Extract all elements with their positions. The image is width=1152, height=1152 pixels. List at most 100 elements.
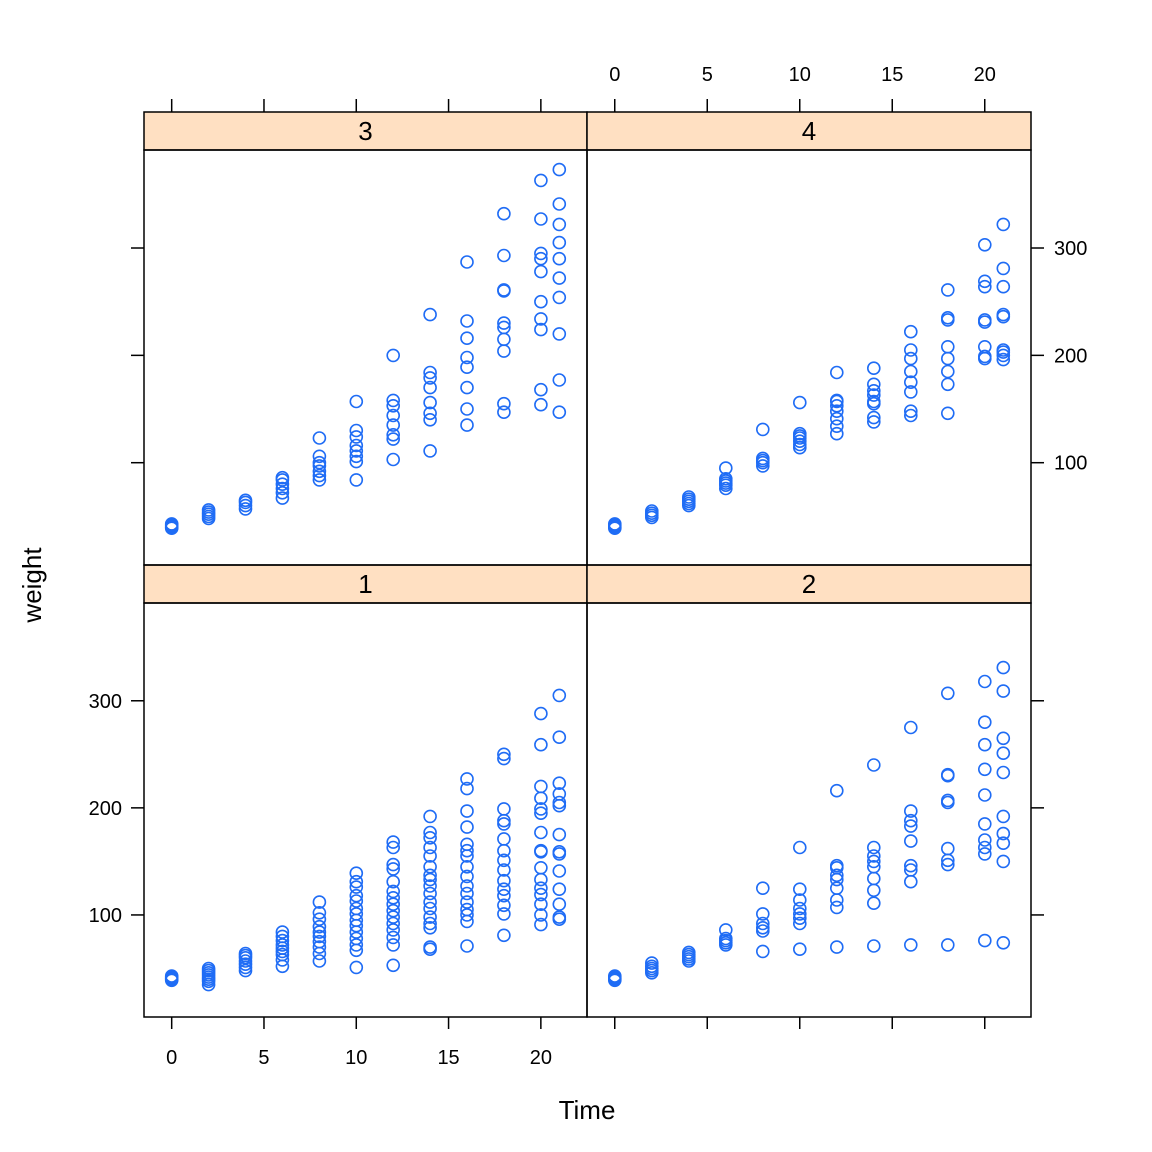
data-point xyxy=(996,731,1011,746)
data-point xyxy=(903,938,918,952)
data-point xyxy=(349,874,364,889)
data-point xyxy=(903,858,918,873)
data-point xyxy=(238,502,253,516)
data-point xyxy=(534,887,548,902)
data-point xyxy=(940,406,955,421)
data-point xyxy=(534,843,548,858)
data-point xyxy=(755,907,770,921)
data-point xyxy=(534,737,548,752)
data-point xyxy=(534,212,548,226)
data-point xyxy=(497,863,511,877)
data-point xyxy=(349,449,364,464)
data-point xyxy=(312,925,327,939)
data-point xyxy=(829,940,844,954)
data-point xyxy=(903,404,918,419)
data-point xyxy=(792,893,807,907)
data-point xyxy=(349,444,364,458)
data-point xyxy=(423,901,437,916)
data-point xyxy=(349,438,364,453)
data-point xyxy=(940,364,955,379)
data-point xyxy=(275,938,290,952)
data-point xyxy=(423,879,437,893)
data-point xyxy=(423,895,437,909)
data-point xyxy=(497,344,511,358)
data-point xyxy=(534,897,548,912)
data-point xyxy=(755,422,770,437)
data-point xyxy=(238,946,253,961)
data-point xyxy=(940,938,955,952)
plot-frame-1 xyxy=(143,602,588,1018)
data-point xyxy=(552,327,567,341)
data-point xyxy=(718,481,733,496)
data-point xyxy=(460,886,474,901)
data-point xyxy=(386,903,401,918)
data-point xyxy=(534,802,548,816)
data-point xyxy=(238,493,253,508)
data-point xyxy=(903,408,918,423)
data-point xyxy=(977,737,992,752)
data-point xyxy=(534,872,548,887)
data-point xyxy=(423,412,437,427)
data-point xyxy=(977,817,992,831)
data-point xyxy=(903,834,918,848)
data-point xyxy=(552,864,567,878)
data-point xyxy=(460,418,474,432)
data-point xyxy=(386,348,401,363)
data-point xyxy=(312,940,327,954)
data-point xyxy=(755,944,770,959)
data-point xyxy=(718,471,733,486)
data-point xyxy=(940,351,955,366)
data-point xyxy=(903,813,918,828)
data-point xyxy=(866,854,881,869)
panels-layer: 1 2 3 4 xyxy=(143,111,1032,1018)
x-tick-label: 10 xyxy=(345,1047,367,1069)
data-point xyxy=(423,395,437,410)
data-point xyxy=(644,959,659,974)
x-tick-label: 15 xyxy=(881,64,903,86)
data-point xyxy=(977,339,992,354)
plot-frame-2 xyxy=(586,602,1032,1018)
x-tick-label: 5 xyxy=(258,1047,269,1069)
data-point xyxy=(460,314,474,328)
data-point xyxy=(903,375,918,390)
strip-label-3: 3 xyxy=(358,116,372,146)
data-point xyxy=(497,817,511,831)
data-point xyxy=(534,312,548,326)
data-point xyxy=(940,339,955,354)
data-point xyxy=(644,504,659,518)
data-point xyxy=(201,503,216,517)
data-point xyxy=(497,928,511,943)
data-point xyxy=(996,765,1011,780)
strip-label-4: 4 xyxy=(802,116,816,146)
data-point xyxy=(534,382,548,397)
data-point xyxy=(552,197,567,211)
data-point xyxy=(977,313,992,327)
data-point xyxy=(644,956,659,970)
data-point xyxy=(349,907,364,921)
data-point xyxy=(903,351,918,366)
panel-4: 4 xyxy=(586,111,1032,566)
x-tick-label: 15 xyxy=(437,1047,459,1069)
data-point xyxy=(552,162,567,177)
data-point xyxy=(164,517,179,531)
data-point xyxy=(460,895,474,909)
data-point xyxy=(349,430,364,444)
data-point xyxy=(718,931,733,946)
data-point xyxy=(534,917,548,932)
data-point xyxy=(552,882,567,897)
data-point xyxy=(940,686,955,701)
data-point xyxy=(423,825,437,840)
data-point xyxy=(349,888,364,903)
data-point xyxy=(552,730,567,745)
data-point xyxy=(534,246,548,261)
data-point xyxy=(977,762,992,777)
data-point xyxy=(755,451,770,466)
data-point xyxy=(423,920,437,935)
data-point xyxy=(996,261,1011,276)
data-point xyxy=(792,916,807,931)
data-point xyxy=(460,859,474,874)
data-point xyxy=(829,858,844,873)
data-point xyxy=(866,840,881,855)
data-point xyxy=(497,320,511,335)
y-tick-label: 100 xyxy=(1054,453,1087,475)
